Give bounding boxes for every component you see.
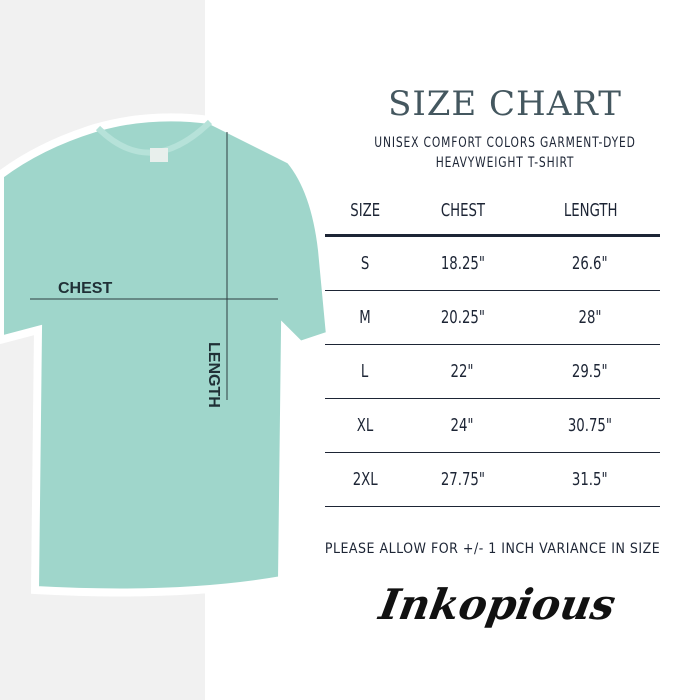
table-cell: S [325, 235, 405, 291]
length-label: LENGTH [205, 342, 222, 408]
size-table: SIZE CHEST LENGTH S 18.25" 26.6" M 20.25" 28"… [325, 186, 660, 507]
table-cell: 29.5" [520, 344, 660, 399]
variance-note: PLEASE ALLOW FOR +/- 1 INCH VARIANCE IN … [324, 541, 661, 557]
table-cell: 20.25" [404, 290, 521, 345]
header-length: LENGTH [520, 186, 660, 237]
table-cell: XL [325, 398, 405, 453]
table-cell: 22" [404, 344, 521, 399]
table-header-row: SIZE CHEST LENGTH [325, 186, 660, 237]
table-row: 2XL 27.75" 31.5" [325, 452, 660, 507]
table-cell: L [325, 344, 405, 399]
table-cell: 31.5" [520, 452, 660, 507]
subtitle: UNISEX COMFORT COLORS GARMENT-DYED HEAVY… [348, 133, 663, 173]
table-cell: 30.75" [520, 398, 660, 453]
table-cell: 27.75" [404, 452, 521, 507]
table-cell: 28" [520, 290, 660, 345]
table-cell: M [325, 290, 405, 345]
chest-label: CHEST [58, 280, 113, 297]
subtitle-line: UNISEX COMFORT COLORS GARMENT-DYED [374, 135, 636, 151]
subtitle-line: HEAVYWEIGHT T-SHIRT [435, 155, 575, 171]
table-cell: 18.25" [404, 235, 521, 291]
brand-logo: Inkopious [375, 580, 620, 629]
table-row: M 20.25" 28" [325, 290, 660, 345]
table-row: S 18.25" 26.6" [325, 235, 660, 291]
tag [150, 148, 168, 162]
table-row: L 22" 29.5" [325, 344, 660, 399]
table-row: XL 24" 30.75" [325, 398, 660, 453]
page-title: SIZE CHART [388, 84, 622, 124]
table-cell: 26.6" [520, 235, 660, 291]
table-cell: 2XL [325, 452, 405, 507]
tshirt-image [0, 113, 335, 597]
header-chest: CHEST [404, 186, 521, 237]
header-size: SIZE [325, 186, 405, 237]
table-cell: 24" [404, 398, 521, 453]
